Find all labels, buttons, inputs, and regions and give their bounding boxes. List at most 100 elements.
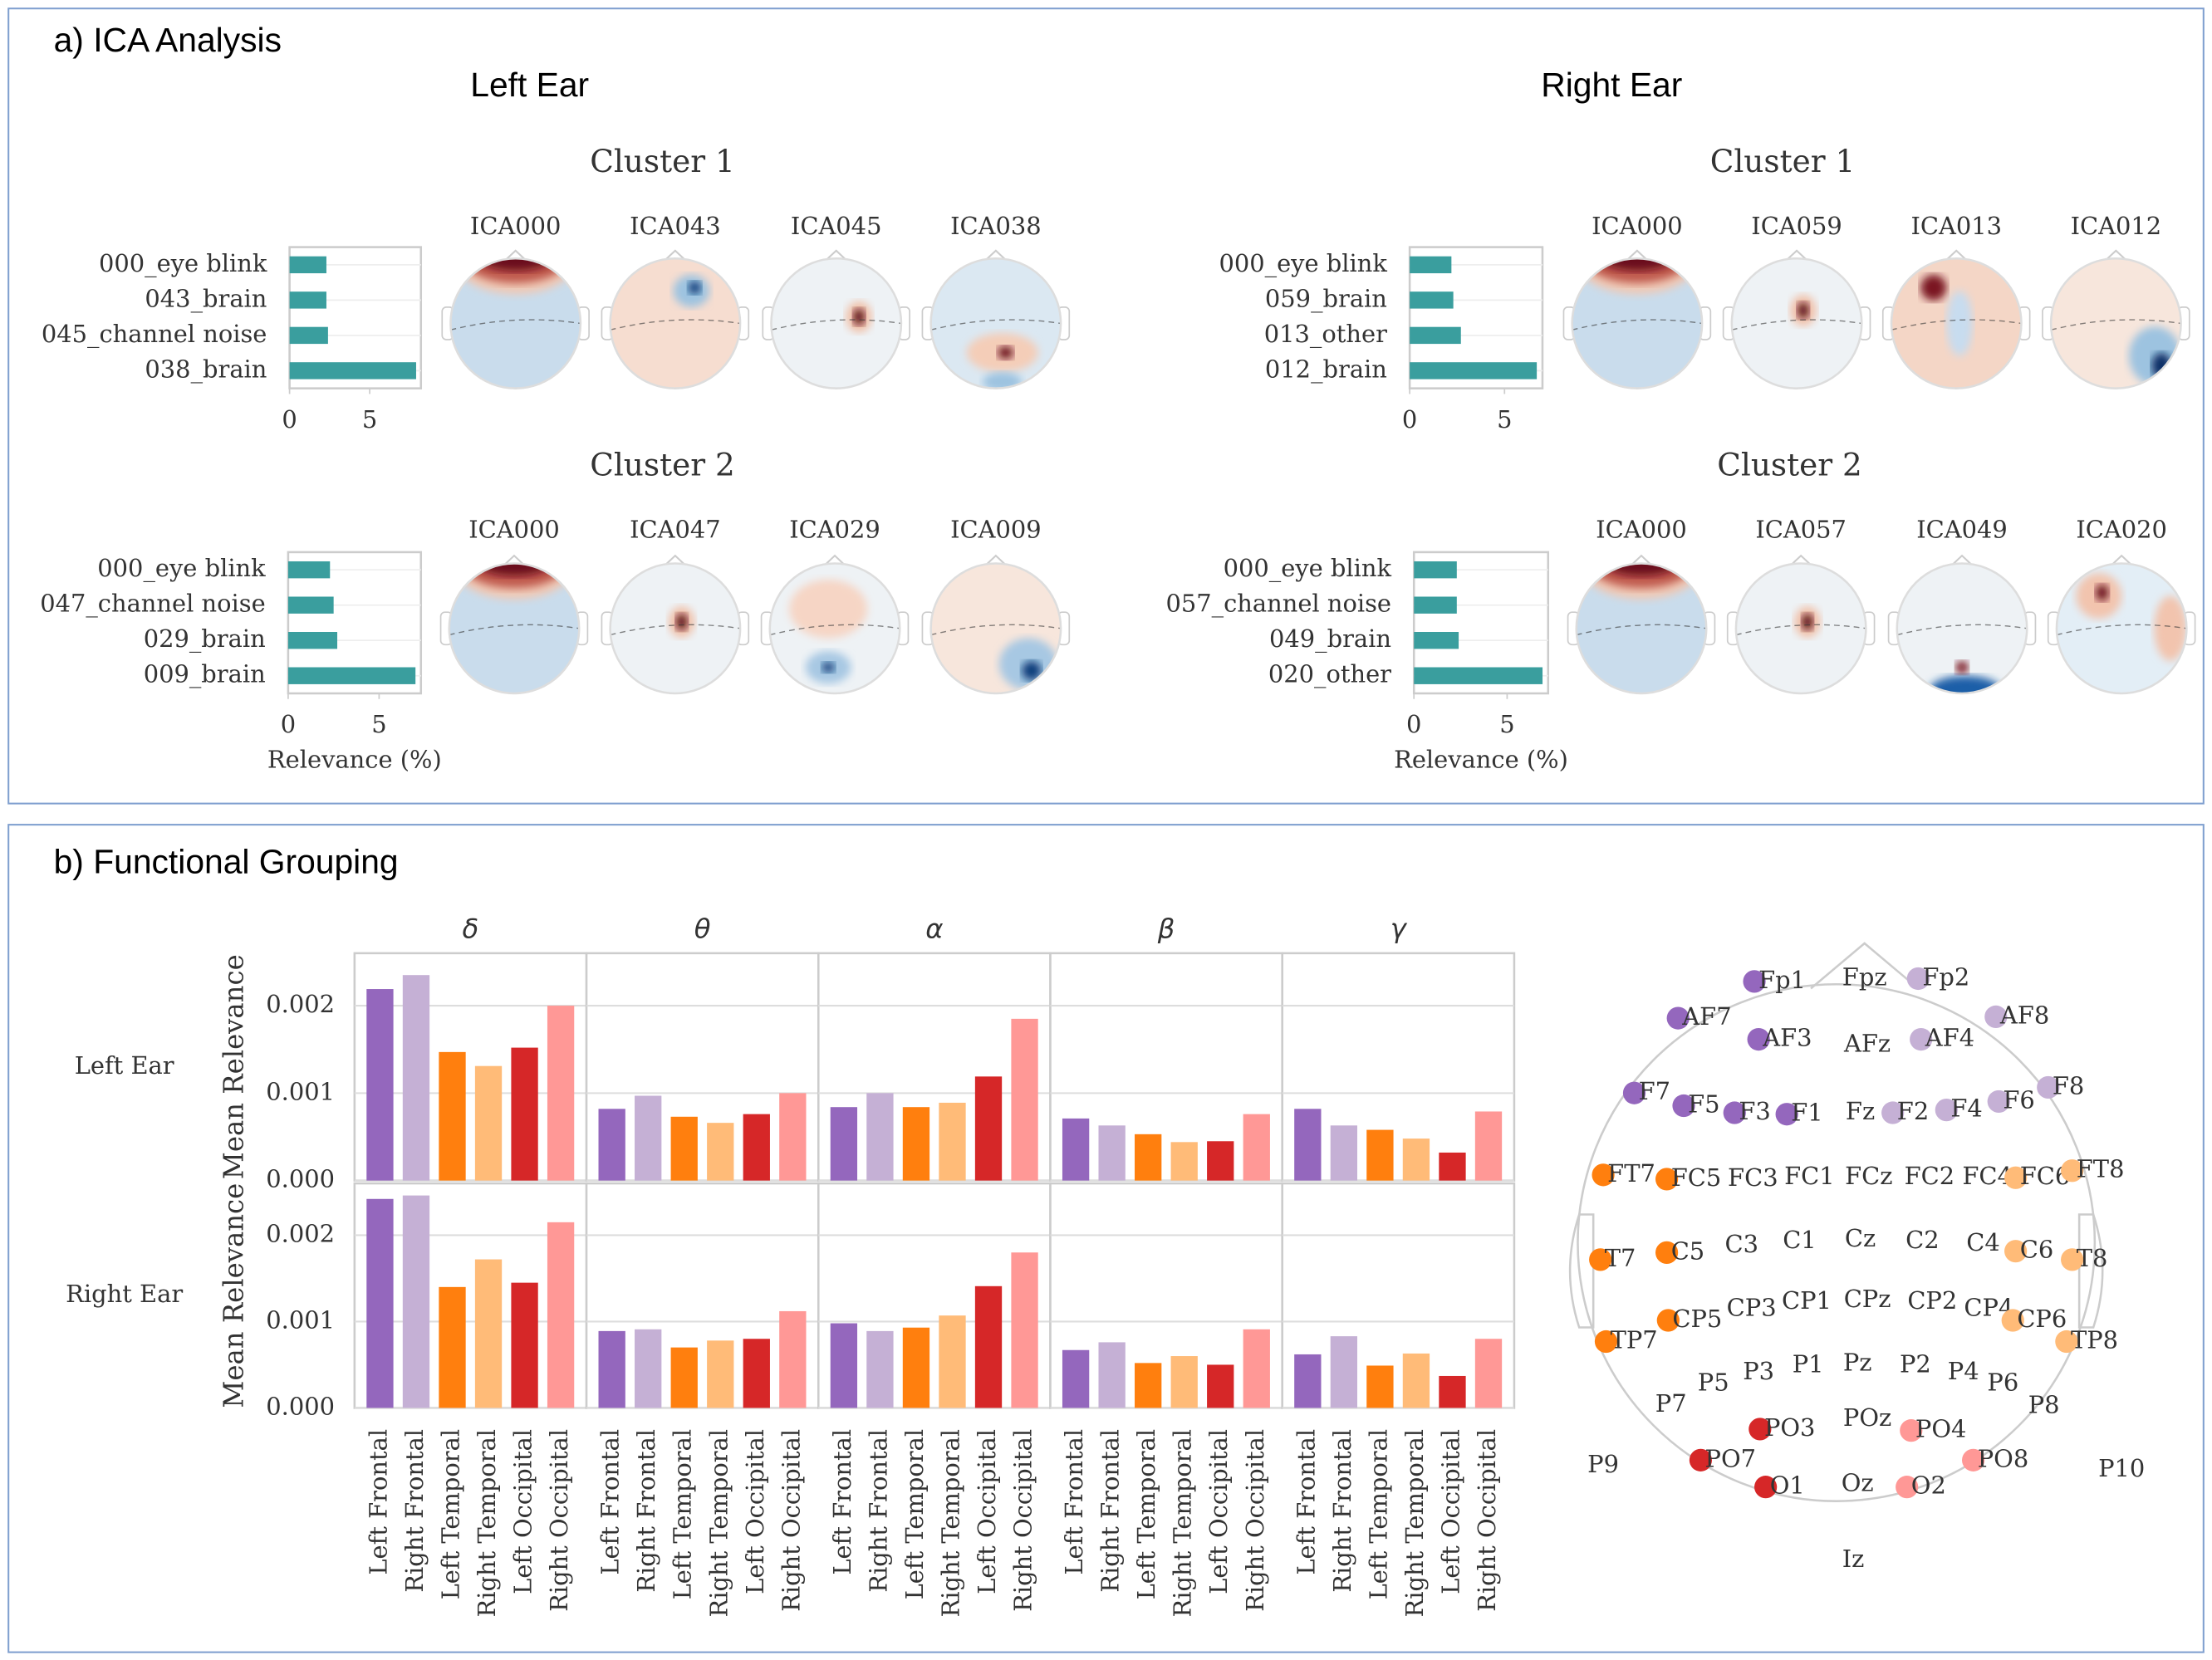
electrode-label: O2 [1911,1471,1946,1500]
head-rim [929,562,1062,695]
bar [1414,667,1543,684]
topomap-blob [1955,660,1969,674]
topomap-field [769,563,900,693]
y-tick-label: 013_other [1264,320,1387,349]
topomap-title: ICA000 [468,515,560,543]
bar [1135,1134,1162,1181]
bar [1207,1364,1234,1408]
topomap-blob [476,258,555,272]
electrode [2004,1240,2028,1263]
electrode-label: P5 [1698,1369,1729,1397]
electrode [1723,1101,1746,1124]
electrode [2001,1309,2024,1332]
contour [610,319,741,331]
x-axis-label: Relevance (%) [267,746,442,774]
contour [769,624,900,636]
contour [2051,319,2181,331]
bar [439,1051,466,1181]
x-tick-label: Left Temporal [669,1429,697,1599]
cluster-title: Cluster 2 [590,446,735,482]
y-tick-label: 000_eye blink [99,249,267,278]
electrode [1594,1329,1618,1354]
bar [287,561,331,579]
topomap [601,249,750,389]
y-tick-label: 0.001 [266,1305,335,1334]
bar [1170,1356,1198,1408]
electrode-label: T8 [2077,1244,2108,1272]
x-tick-label: Right Temporal [1400,1429,1429,1618]
x-tick-label: Right Temporal [473,1429,501,1618]
ear [1568,1213,1595,1329]
bar [974,1285,1003,1408]
topomap-title: ICA049 [1916,515,2008,543]
topomap-blob [1022,660,1042,681]
bar [1414,632,1459,649]
electrode-label: Fz [1846,1097,1875,1125]
bar [1410,256,1452,274]
electrode [2061,1159,2084,1183]
bar [635,1095,662,1181]
contour [1731,319,1862,331]
y-tick-label: 047_channel noise [40,590,266,619]
head-outline [1790,554,1812,566]
x-tick-label: Left Frontal [364,1429,392,1575]
topomap-title: ICA047 [630,515,721,543]
bar [1294,1354,1322,1408]
y-tick-label: 000_eye blink [97,554,266,583]
x-tick-label: Right Frontal [1096,1429,1125,1593]
x-tick-label: Left Occipital [1436,1429,1464,1594]
topomap-title: ICA038 [950,212,1042,240]
topomap-title: ICA057 [1755,515,1847,543]
contour [610,624,741,636]
topomap-blob [853,308,866,326]
head-rim [1730,257,1863,389]
topomap-field [1731,258,1862,389]
bar [902,1327,930,1408]
bar [287,596,334,614]
head-rim [448,562,581,695]
topomap-blob [675,613,688,631]
y-tick-label: 049_brain [1269,624,1391,654]
head-rim [770,257,903,389]
bar [287,632,338,649]
facet-title: β [1157,913,1175,945]
topomap-blob [688,281,702,295]
cluster-title: Cluster 1 [590,143,735,179]
topomap-field [1576,563,1707,693]
topomap-title: ICA045 [791,212,882,240]
x-tick-label: Right Frontal [1328,1429,1356,1593]
electrode-label: AF7 [1681,1002,1731,1031]
bar [1294,1109,1322,1181]
panel-title: a) ICA Analysis [54,21,282,59]
x-tick-label: Left Frontal [596,1429,625,1575]
topomap-title: ICA043 [630,212,721,240]
electrode-label: CP2 [1907,1286,1957,1315]
topomap-blob [2154,595,2187,661]
contour [449,624,580,636]
electrode [2061,1248,2084,1271]
bar [866,1093,894,1181]
bar [1330,1336,1358,1408]
electrode [1754,1476,1778,1499]
electrode-label: FC5 [1671,1163,1722,1192]
x-tick-label: 5 [1497,405,1512,433]
y-tick-label: 0.002 [266,1219,335,1247]
electrode [1910,1027,1933,1051]
bar [707,1340,734,1408]
x-tick-label: Left Temporal [1364,1429,1392,1599]
topomap-title: ICA000 [470,212,562,240]
topomap-title: ICA059 [1751,212,1842,240]
bar [1410,326,1461,345]
topomap-title: ICA000 [1596,515,1687,543]
topomap-blob [1920,274,1947,301]
bar [1439,1152,1466,1181]
electrode-label: P7 [1655,1389,1687,1418]
electrode-label: F6 [2003,1085,2034,1114]
electrode [1655,1241,1679,1264]
topomap-field [610,563,741,693]
column-title: Right Ear [1541,66,1682,104]
cluster-title: Cluster 1 [1710,143,1856,179]
bar [779,1093,807,1181]
topomap-title: ICA013 [1910,212,2002,240]
bar [707,1123,734,1181]
